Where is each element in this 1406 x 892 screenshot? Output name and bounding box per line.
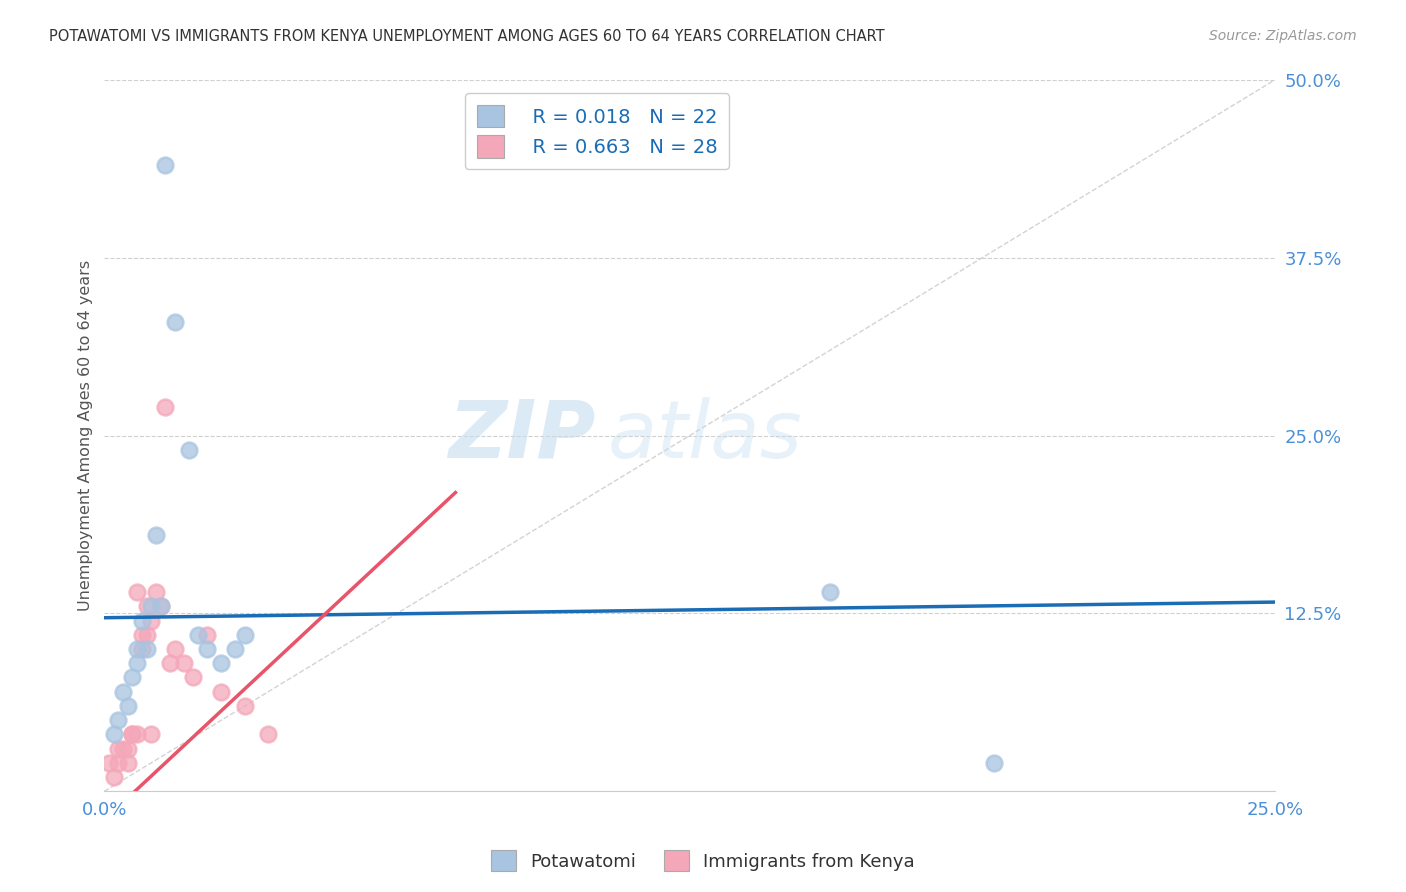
Point <box>103 770 125 784</box>
Point <box>233 698 256 713</box>
Point <box>173 657 195 671</box>
Point <box>121 727 143 741</box>
Point <box>127 585 149 599</box>
Point <box>141 727 163 741</box>
Point <box>159 657 181 671</box>
Point <box>117 741 139 756</box>
Point <box>195 628 218 642</box>
Point <box>127 727 149 741</box>
Point <box>149 599 172 614</box>
Point <box>224 642 246 657</box>
Point <box>127 657 149 671</box>
Point <box>135 642 157 657</box>
Point <box>195 642 218 657</box>
Point <box>141 614 163 628</box>
Point <box>117 698 139 713</box>
Point <box>155 158 177 172</box>
Point <box>209 657 232 671</box>
Point <box>181 671 204 685</box>
Point <box>149 599 172 614</box>
Point <box>98 756 121 770</box>
Point <box>121 671 143 685</box>
Point <box>131 614 153 628</box>
Point <box>112 684 135 698</box>
Point <box>112 741 135 756</box>
Point <box>131 628 153 642</box>
Point <box>257 727 280 741</box>
Point <box>818 585 841 599</box>
Text: ZIP: ZIP <box>449 397 596 475</box>
Legend: Potawatomi, Immigrants from Kenya: Potawatomi, Immigrants from Kenya <box>484 843 922 879</box>
Point <box>155 400 177 414</box>
Text: POTAWATOMI VS IMMIGRANTS FROM KENYA UNEMPLOYMENT AMONG AGES 60 TO 64 YEARS CORRE: POTAWATOMI VS IMMIGRANTS FROM KENYA UNEM… <box>49 29 884 44</box>
Point <box>233 628 256 642</box>
Y-axis label: Unemployment Among Ages 60 to 64 years: Unemployment Among Ages 60 to 64 years <box>79 260 93 611</box>
Point <box>107 741 129 756</box>
Legend:   R = 0.018   N = 22,   R = 0.663   N = 28: R = 0.018 N = 22, R = 0.663 N = 28 <box>465 94 728 169</box>
Point <box>127 642 149 657</box>
Point <box>163 315 186 329</box>
Point <box>121 727 143 741</box>
Point <box>145 528 167 542</box>
Point <box>163 642 186 657</box>
Point <box>103 727 125 741</box>
Point <box>107 756 129 770</box>
Point <box>187 628 209 642</box>
Point <box>141 599 163 614</box>
Point <box>145 585 167 599</box>
Point <box>135 599 157 614</box>
Point <box>107 713 129 727</box>
Text: atlas: atlas <box>607 397 803 475</box>
Point <box>117 756 139 770</box>
Point <box>209 684 232 698</box>
Point <box>983 756 1005 770</box>
Text: Source: ZipAtlas.com: Source: ZipAtlas.com <box>1209 29 1357 43</box>
Point <box>177 442 200 457</box>
Point <box>135 628 157 642</box>
Point <box>131 642 153 657</box>
